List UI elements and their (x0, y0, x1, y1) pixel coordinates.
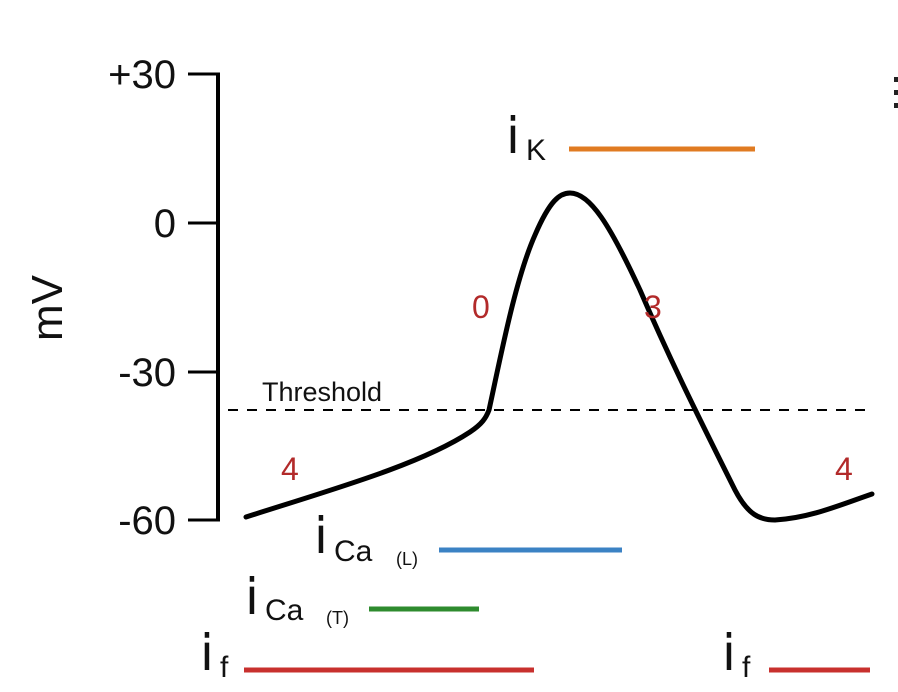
tick-0: 0 (154, 202, 176, 246)
phase-4-right-label: 4 (835, 451, 853, 487)
iK-subscript: K (526, 134, 546, 167)
current-if-right: i f (722, 624, 870, 684)
phase-4-left-label: 4 (281, 451, 299, 487)
tick-minus30: -30 (118, 351, 176, 395)
iCaT-symbol: i (245, 568, 259, 626)
iCaL-subsubscript: (L) (396, 549, 418, 569)
current-iCaL: i Ca (L) (314, 507, 622, 569)
if-right-subscript: f (742, 651, 751, 684)
current-iCaT: i Ca (T) (245, 568, 479, 628)
y-axis: +30 0 -30 -60 mV (23, 53, 220, 543)
iCaL-subscript: Ca (334, 535, 373, 568)
y-axis-title: mV (23, 274, 72, 341)
iCaT-subscript: Ca (265, 594, 304, 627)
iCaL-symbol: i (314, 507, 328, 565)
if-left-symbol: i (200, 624, 214, 682)
current-if-left: i f (200, 624, 534, 684)
iCaT-subsubscript: (T) (326, 608, 349, 628)
phase-3-label: 3 (644, 289, 662, 325)
edge-artifact-dots (894, 77, 898, 108)
threshold-label: Threshold (262, 377, 382, 407)
tick-plus30: +30 (108, 53, 176, 97)
phase-0-label: 0 (472, 289, 490, 325)
iK-symbol: i (506, 107, 520, 165)
if-left-subscript: f (220, 651, 229, 684)
if-right-symbol: i (722, 624, 736, 682)
membrane-potential-trace (243, 190, 875, 523)
tick-minus60: -60 (118, 499, 176, 543)
current-iK: i K (506, 107, 755, 167)
